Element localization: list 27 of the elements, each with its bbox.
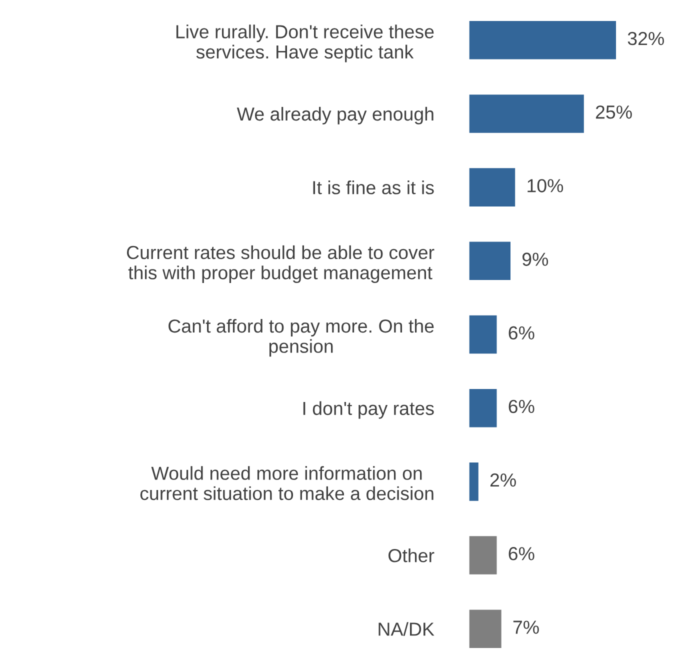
data-label: 9% <box>522 252 548 266</box>
y-tick-label: Live rurally. Don't receive these services. Have septic tank <box>176 24 434 62</box>
bar <box>469 168 516 206</box>
data-label: 25% <box>596 105 632 119</box>
data-label: 7% <box>513 620 539 634</box>
y-tick-label: We already pay enough <box>236 106 434 124</box>
data-label: 6% <box>508 400 534 414</box>
y-tick-label: NA/DK <box>378 622 434 636</box>
y-tick-label: I don't pay rates <box>303 401 434 419</box>
data-label: 10% <box>528 179 564 192</box>
data-label: 32% <box>628 32 664 46</box>
y-tick-label: Would need more information on current situation to make a decision <box>140 466 434 500</box>
bar <box>469 315 497 354</box>
bar <box>469 388 497 428</box>
y-tick-label: Can't afford to pay more. On the pension <box>168 318 434 357</box>
data-label: 6% <box>508 326 534 340</box>
bar <box>469 94 584 133</box>
bar <box>469 242 511 280</box>
y-tick-label: It is fine as it is <box>313 180 434 194</box>
bar <box>469 610 502 648</box>
bar <box>469 462 478 501</box>
y-tick-label: Other <box>388 548 434 562</box>
bar <box>469 21 616 60</box>
y-tick-label: Current rates should be able to cover this with proper budget management <box>126 245 434 284</box>
data-label: 6% <box>508 547 534 560</box>
data-label: 2% <box>490 473 516 487</box>
bar <box>469 536 497 574</box>
